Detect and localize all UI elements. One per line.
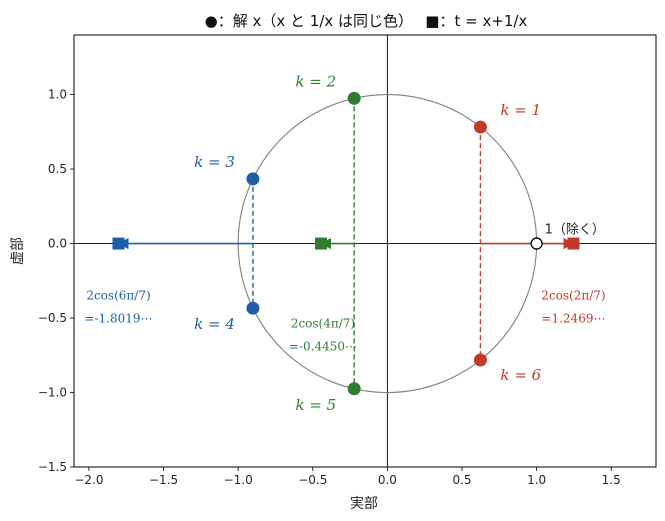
- root-point: [347, 91, 361, 105]
- y-tick-label: 1.0: [48, 88, 67, 102]
- x-tick-label: −2.0: [74, 473, 103, 487]
- t-value-label: =-0.4450⋯: [289, 340, 357, 354]
- x-tick-label: 1.0: [527, 473, 546, 487]
- x-axis-label: 実部: [350, 496, 378, 512]
- root-point: [246, 301, 260, 315]
- y-tick-label: 0.0: [48, 237, 67, 251]
- root-k-label: k = 3: [194, 153, 235, 171]
- x-tick-label: 1.5: [602, 473, 621, 487]
- root-point: [473, 353, 487, 367]
- x-tick-label: −1.0: [224, 473, 253, 487]
- x-tick-label: 0.0: [378, 473, 397, 487]
- plot-area: [73, 34, 657, 468]
- axes-layer: −2.0 −1.5 −1.0 −0.5 0.0 0.5 1.0 1.5 −1.5 −1.0 −0.5…: [38, 35, 656, 487]
- annotation-layer: k = 1 k = 6 k = 2 k = 5 k = 3 k = 4 1（除く） 2cos(…: [84, 72, 605, 413]
- y-tick-label: −0.5: [38, 311, 67, 325]
- y-axis-label: 虚部: [10, 237, 26, 265]
- t-formula-label: 2cos(4π/7): [291, 317, 355, 331]
- t-value-label: =1.2469⋯: [541, 312, 605, 326]
- t-formula-label: 2cos(6π/7): [86, 289, 150, 303]
- chart-title: ●：解 x（x と 1/x は同じ色） ■：t = x+1/x: [205, 12, 528, 30]
- projection-lines-layer: [117, 98, 575, 389]
- x-tick-label: −0.5: [298, 473, 327, 487]
- t-formula-label: 2cos(2π/7): [541, 289, 605, 303]
- y-tick-label: −1.0: [38, 386, 67, 400]
- t-value-square: [314, 237, 327, 250]
- t-value-square: [567, 237, 580, 250]
- root-point: [473, 120, 487, 134]
- marks-layer: [112, 91, 580, 396]
- t-value-square: [112, 237, 125, 250]
- root-k-label: k = 5: [295, 396, 336, 414]
- root-k-label: k = 2: [295, 72, 336, 90]
- x-tick-label: −1.5: [149, 473, 178, 487]
- root-k-label: k = 4: [194, 315, 235, 333]
- excluded-point: [530, 237, 543, 250]
- root-point: [246, 172, 260, 186]
- y-tick-label: 0.5: [48, 162, 67, 176]
- excluded-point-label: 1（除く）: [545, 223, 605, 238]
- root-k-label: k = 1: [500, 101, 541, 119]
- x-tick-label: 0.5: [452, 473, 471, 487]
- y-tick-label: −1.5: [38, 460, 67, 474]
- t-value-label: =-1.8019⋯: [84, 312, 152, 326]
- root-point: [347, 382, 361, 396]
- root-k-label: k = 6: [500, 366, 541, 384]
